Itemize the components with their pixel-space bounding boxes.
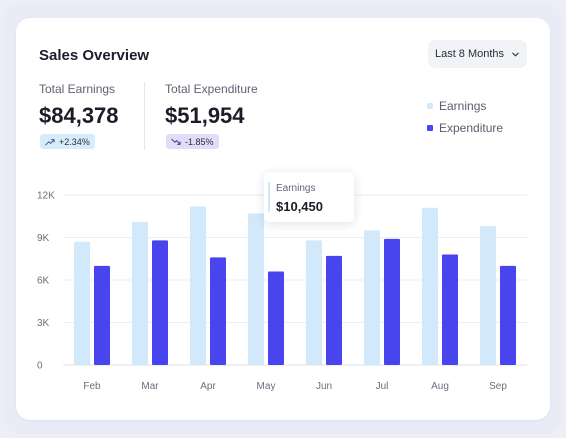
tooltip-label: Earnings <box>276 183 316 194</box>
y-tick-label: 3K <box>37 318 50 329</box>
bar-expenditure-jul <box>384 238 400 365</box>
x-tick-label: Jul <box>376 381 389 392</box>
earnings-change-text: +2.34% <box>59 136 90 147</box>
bar-expenditure-mar <box>152 240 168 365</box>
bar-earnings-sep <box>480 226 496 365</box>
earnings-label: Total Earnings <box>39 82 116 96</box>
tooltip-accent <box>268 182 270 212</box>
legend-item-earnings[interactable]: Earnings <box>427 99 486 113</box>
bar-earnings-may <box>248 213 264 365</box>
bar-earnings-jul <box>364 230 380 365</box>
date-range-dropdown[interactable]: Last 8 Months <box>428 40 527 68</box>
tooltip-value: $10,450 <box>276 199 323 214</box>
x-tick-label: Feb <box>83 381 101 392</box>
bar-earnings-apr <box>190 206 206 365</box>
bar-earnings-aug <box>422 207 438 365</box>
x-tick-label: Aug <box>431 381 449 392</box>
bar-expenditure-may <box>268 271 284 365</box>
legend-swatch-expenditure <box>427 125 433 131</box>
card-title: Sales Overview <box>39 47 150 64</box>
y-tick-label: 9K <box>37 233 50 244</box>
bar-expenditure-sep <box>500 265 516 365</box>
x-tick-label: Jun <box>316 381 332 392</box>
earnings-change-badge: +2.34% <box>40 134 95 149</box>
stats-divider <box>144 82 145 150</box>
legend-item-expenditure[interactable]: Expenditure <box>427 121 503 135</box>
x-tick-label: Mar <box>141 381 159 392</box>
expenditure-change-badge: -1.85% <box>166 134 219 149</box>
earnings-value: $84,378 <box>39 103 119 128</box>
date-range-label: Last 8 Months <box>434 48 505 60</box>
legend-swatch-earnings <box>427 103 433 109</box>
bar-expenditure-feb <box>94 265 110 365</box>
legend-label-expenditure: Expenditure <box>439 121 504 135</box>
expenditure-change-text: -1.85% <box>185 136 214 147</box>
bar-expenditure-jun <box>326 255 342 365</box>
trend-down-icon <box>171 138 181 145</box>
expenditure-label: Total Expenditure <box>165 82 258 96</box>
bar-earnings-feb <box>74 241 90 365</box>
bar-expenditure-apr <box>210 257 226 365</box>
chevron-down-icon <box>511 50 520 59</box>
y-tick-label: 6K <box>37 276 50 287</box>
expenditure-value: $51,954 <box>165 103 245 128</box>
trend-up-icon <box>45 138 55 145</box>
y-tick-label: 12K <box>37 191 55 202</box>
x-tick-label: Apr <box>200 381 216 392</box>
chart-tooltip: Earnings $10,450 <box>264 172 354 222</box>
y-tick-label: 0 <box>37 361 43 372</box>
bar-earnings-mar <box>132 221 148 365</box>
x-tick-label: May <box>257 381 276 392</box>
x-tick-label: Sep <box>489 381 507 392</box>
bar-expenditure-aug <box>442 254 458 365</box>
sales-overview-card: Sales Overview Last 8 Months Total Earni… <box>16 18 550 420</box>
bar-earnings-jun <box>306 240 322 365</box>
legend-label-earnings: Earnings <box>439 99 487 113</box>
